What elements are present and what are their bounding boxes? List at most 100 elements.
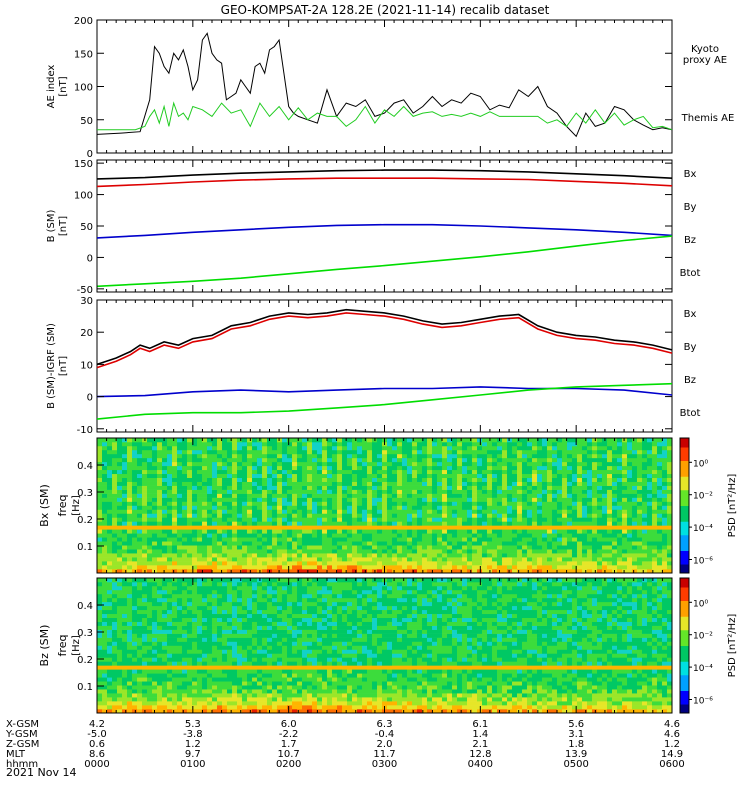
spectrogram-cell	[187, 553, 193, 558]
spectrogram-cell	[177, 513, 183, 518]
spectrogram-cell	[157, 593, 163, 599]
spectrogram-cell	[137, 665, 143, 670]
spectrogram-cell	[247, 438, 253, 443]
spectrogram-cell	[472, 553, 478, 558]
spectrogram-cell	[632, 517, 638, 522]
spectrogram-cell	[632, 453, 638, 459]
spectrogram-cell	[527, 501, 533, 506]
spectrogram-cell	[127, 673, 133, 678]
spectrogram-cell	[237, 497, 243, 502]
spectrogram-cell	[287, 517, 293, 522]
spectrogram-cell	[102, 441, 108, 447]
spectrogram-cell	[512, 553, 518, 558]
spectrogram-cell	[207, 438, 213, 443]
spectrogram-cell	[652, 513, 658, 518]
spectrogram-cell	[277, 445, 283, 451]
spectrogram-cell	[662, 533, 668, 538]
spectrogram-cell	[117, 665, 123, 670]
spectrogram-cell	[592, 441, 598, 447]
spectrogram-cell	[132, 578, 138, 583]
spectrogram-cell	[492, 438, 498, 443]
spectrogram-cell	[457, 469, 463, 475]
spectrogram-cell	[117, 529, 123, 534]
spectrogram-cell	[597, 533, 603, 538]
spectrogram-cell	[352, 438, 358, 443]
spectrogram-cell	[182, 469, 188, 475]
spectrogram-cell	[437, 477, 443, 482]
spectrogram-cell	[572, 445, 578, 451]
spectrogram-cell	[292, 549, 298, 554]
spectrogram-cell	[637, 541, 643, 546]
spectrogram-cell	[107, 697, 113, 702]
spectrogram-cell	[517, 569, 523, 574]
spectrogram-cell	[447, 449, 453, 455]
spectrogram-cell	[137, 461, 143, 467]
spectrogram-cell	[592, 517, 598, 522]
spectrogram-cell	[662, 489, 668, 494]
spectrogram-cell	[337, 489, 343, 494]
spectrogram-cell	[477, 545, 483, 550]
spectrogram-cell	[147, 649, 153, 654]
spectrogram-cell	[147, 581, 153, 587]
spectrogram-cell	[152, 497, 158, 502]
spectrogram-cell	[197, 438, 203, 443]
spectrogram-cell	[497, 477, 503, 482]
spectrogram-cell	[312, 533, 318, 538]
spectrogram-cell	[327, 457, 333, 463]
spectrogram-cell	[497, 561, 503, 566]
spectrogram-cell	[292, 553, 298, 558]
spectrogram-cell	[397, 533, 403, 538]
spectrogram-cell	[97, 613, 103, 619]
spectrogram-cell	[372, 473, 378, 479]
colorbar-cell	[680, 498, 689, 502]
spectrogram-cell	[162, 481, 168, 486]
spectrogram-cell	[162, 465, 168, 471]
spectrogram-cell	[622, 497, 628, 502]
spectrogram-cell	[307, 501, 313, 506]
spectrogram-cell	[227, 477, 233, 482]
spectrogram-cell	[137, 685, 143, 690]
spectrogram-cell	[367, 553, 373, 558]
spectrogram-cell	[282, 481, 288, 486]
spectrogram-cell	[527, 509, 533, 514]
spectrogram-cell	[622, 473, 628, 479]
spectrogram-cell	[592, 513, 598, 518]
spectrogram-cell	[257, 449, 263, 455]
spectrogram-cell	[352, 481, 358, 486]
spectrogram-cell	[502, 493, 508, 498]
spectrogram-cell	[112, 593, 118, 599]
series-line-bx	[96, 223, 673, 239]
spectrogram-cell	[447, 481, 453, 486]
spectrogram-cell	[212, 537, 218, 542]
spectrogram-cell	[187, 561, 193, 566]
spectrogram-cell	[462, 481, 468, 486]
spectrogram-cell	[522, 569, 528, 574]
spectrogram-cell	[522, 537, 528, 542]
spectrogram-cell	[582, 529, 588, 534]
spectrogram-cell	[347, 477, 353, 482]
spectrogram-cell	[227, 569, 233, 574]
spectrogram-cell	[402, 461, 408, 467]
spectrogram-cell	[457, 565, 463, 570]
spectrogram-cell	[577, 489, 583, 494]
spectrogram-cell	[602, 565, 608, 570]
spectrogram-cell	[482, 485, 488, 490]
spectrogram-cell	[102, 569, 108, 574]
spectrogram-cell	[567, 545, 573, 550]
spectrogram-cell	[627, 489, 633, 494]
spectrogram-cell	[117, 601, 123, 607]
spectrogram-cell	[267, 501, 273, 506]
spectrogram-cell	[467, 481, 473, 486]
spectrogram-cell	[222, 477, 228, 482]
spectrogram-cell	[212, 469, 218, 475]
spectrogram-cell	[332, 509, 338, 514]
spectrogram-cell	[187, 453, 193, 459]
spectrogram-cell	[572, 469, 578, 475]
spectrogram-cell	[652, 549, 658, 554]
spectrogram-cell	[182, 569, 188, 574]
spectrogram-cell	[562, 453, 568, 459]
spectrogram-cell	[607, 533, 613, 538]
spectrogram-cell	[582, 465, 588, 471]
spectrogram-cell	[507, 545, 513, 550]
spectrogram-cell	[642, 549, 648, 554]
